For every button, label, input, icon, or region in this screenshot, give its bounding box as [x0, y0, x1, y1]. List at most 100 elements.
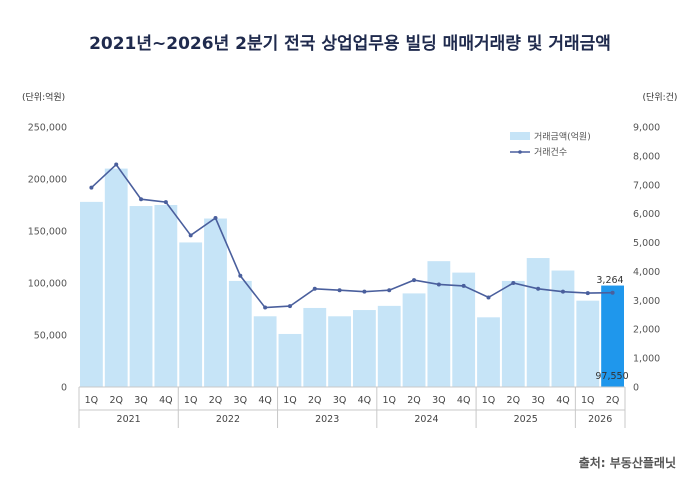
right-axis-tick-label: 1,000	[633, 354, 660, 365]
line-series	[89, 162, 615, 310]
left-axis-tick-label: 250,000	[28, 123, 67, 134]
line-point	[486, 295, 491, 300]
legend: 거래금액(억원) 거래건수	[510, 131, 591, 158]
bar	[402, 293, 426, 387]
line-point	[139, 197, 144, 202]
category-tick-label: 4Q	[457, 395, 471, 406]
bar-series	[80, 168, 624, 387]
year-label: 2023	[315, 414, 339, 425]
category-tick-label: 2Q	[308, 395, 322, 406]
line-last-data-label: 3,264	[596, 275, 623, 286]
bar	[501, 280, 525, 387]
bar	[80, 201, 103, 387]
line-point	[560, 289, 565, 294]
line-point	[89, 185, 94, 190]
bar	[303, 307, 327, 387]
line-point	[337, 288, 342, 293]
bar	[228, 280, 252, 387]
left-axis-tick-label: 150,000	[28, 227, 67, 238]
category-tick-label: 2Q	[507, 395, 521, 406]
category-tick-label: 1Q	[482, 395, 496, 406]
category-tick-label: 4Q	[358, 395, 372, 406]
year-label: 2025	[514, 414, 538, 425]
category-tick-label: 4Q	[556, 395, 570, 406]
right-axis-tick-label: 7,000	[633, 180, 660, 191]
left-axis-ticks: 0 50,000 100,000 150,000 200,000 250,000	[28, 123, 67, 394]
right-axis-tick-label: 9,000	[633, 123, 660, 134]
bar-last-data-label: 97,550	[595, 371, 628, 382]
left-axis-unit: (단위:억원)	[22, 91, 65, 103]
left-axis-tick-label: 0	[61, 383, 67, 394]
category-tick-label: 1Q	[382, 395, 396, 406]
category-tick-label: 3Q	[432, 395, 446, 406]
left-axis-tick-label: 100,000	[28, 279, 67, 290]
line-point	[312, 286, 317, 291]
legend-line-label: 거래건수	[534, 147, 567, 158]
line-path	[90, 163, 613, 309]
line-point	[163, 200, 168, 205]
category-tick-label: 4Q	[258, 395, 272, 406]
bar	[526, 258, 550, 387]
category-tick-label: 1Q	[184, 395, 198, 406]
line-point	[238, 273, 243, 278]
right-axis-tick-label: 2,000	[633, 325, 660, 336]
category-tick-label: 3Q	[333, 395, 347, 406]
left-axis-tick-label: 50,000	[34, 331, 67, 342]
left-axis-tick-label: 200,000	[28, 175, 67, 186]
line-point	[412, 278, 417, 283]
bar	[427, 261, 451, 387]
legend-bar-label: 거래금액(억원)	[534, 131, 591, 143]
chart-source: 출처: 부동산플래닛	[579, 455, 676, 470]
year-label: 2026	[588, 414, 612, 425]
legend-bar-swatch	[510, 132, 530, 140]
line-point	[610, 290, 615, 295]
bar	[377, 305, 401, 387]
bar	[104, 168, 128, 387]
category-tick-label: 3Q	[134, 395, 148, 406]
category-tick-label: 2Q	[407, 395, 421, 406]
right-axis-tick-label: 8,000	[633, 151, 660, 162]
bar	[179, 242, 203, 387]
category-tick-label: 2Q	[209, 395, 223, 406]
right-axis-tick-label: 4,000	[633, 267, 660, 278]
bar	[477, 317, 500, 387]
bar	[154, 205, 178, 387]
right-axis-ticks: 0 1,000 2,000 3,000 4,000 5,000 6,000 7,000 8,00…	[633, 123, 660, 394]
bar	[278, 333, 302, 387]
line-point	[585, 291, 590, 296]
bar	[204, 218, 227, 387]
category-tick-label: 3Q	[234, 395, 248, 406]
bar	[129, 206, 153, 387]
right-axis-tick-label: 6,000	[633, 209, 660, 220]
right-axis-tick-label: 3,000	[633, 296, 660, 307]
year-label: 2024	[414, 414, 438, 425]
bar	[551, 270, 575, 387]
bar	[576, 300, 600, 387]
right-axis-tick-label: 5,000	[633, 238, 660, 249]
category-tick-label: 2Q	[109, 395, 123, 406]
line-point	[114, 162, 119, 167]
line-point	[511, 281, 516, 285]
category-tick-label: 1Q	[581, 395, 595, 406]
category-tick-label: 4Q	[159, 395, 173, 406]
category-tick-label: 1Q	[283, 395, 297, 406]
legend-line-marker	[518, 150, 522, 154]
category-axis: 1Q 2Q 3Q 4Q 1Q 2Q 3Q 4Q 1Q 2Q 3Q 4Q 1Q 2Q 3Q 4Q 1Q 2Q 3Q 4Q…	[78, 386, 626, 428]
bar	[253, 316, 277, 387]
line-point	[461, 283, 466, 288]
right-axis-unit: (단위:건)	[643, 92, 678, 103]
line-point	[287, 304, 292, 309]
category-tick-label: 1Q	[85, 395, 99, 406]
right-axis-tick-label: 0	[633, 383, 639, 394]
bar	[452, 272, 476, 387]
line-point	[536, 286, 541, 291]
bar	[353, 310, 376, 387]
bar	[601, 285, 624, 387]
category-tick-label: 3Q	[531, 395, 545, 406]
year-label: 2021	[117, 414, 141, 425]
line-point	[213, 216, 218, 220]
chart-title: 2021년~2026년 2분기 전국 상업업무용 빌딩 매매거래량 및 거래금액	[89, 34, 611, 54]
line-point	[263, 305, 268, 310]
